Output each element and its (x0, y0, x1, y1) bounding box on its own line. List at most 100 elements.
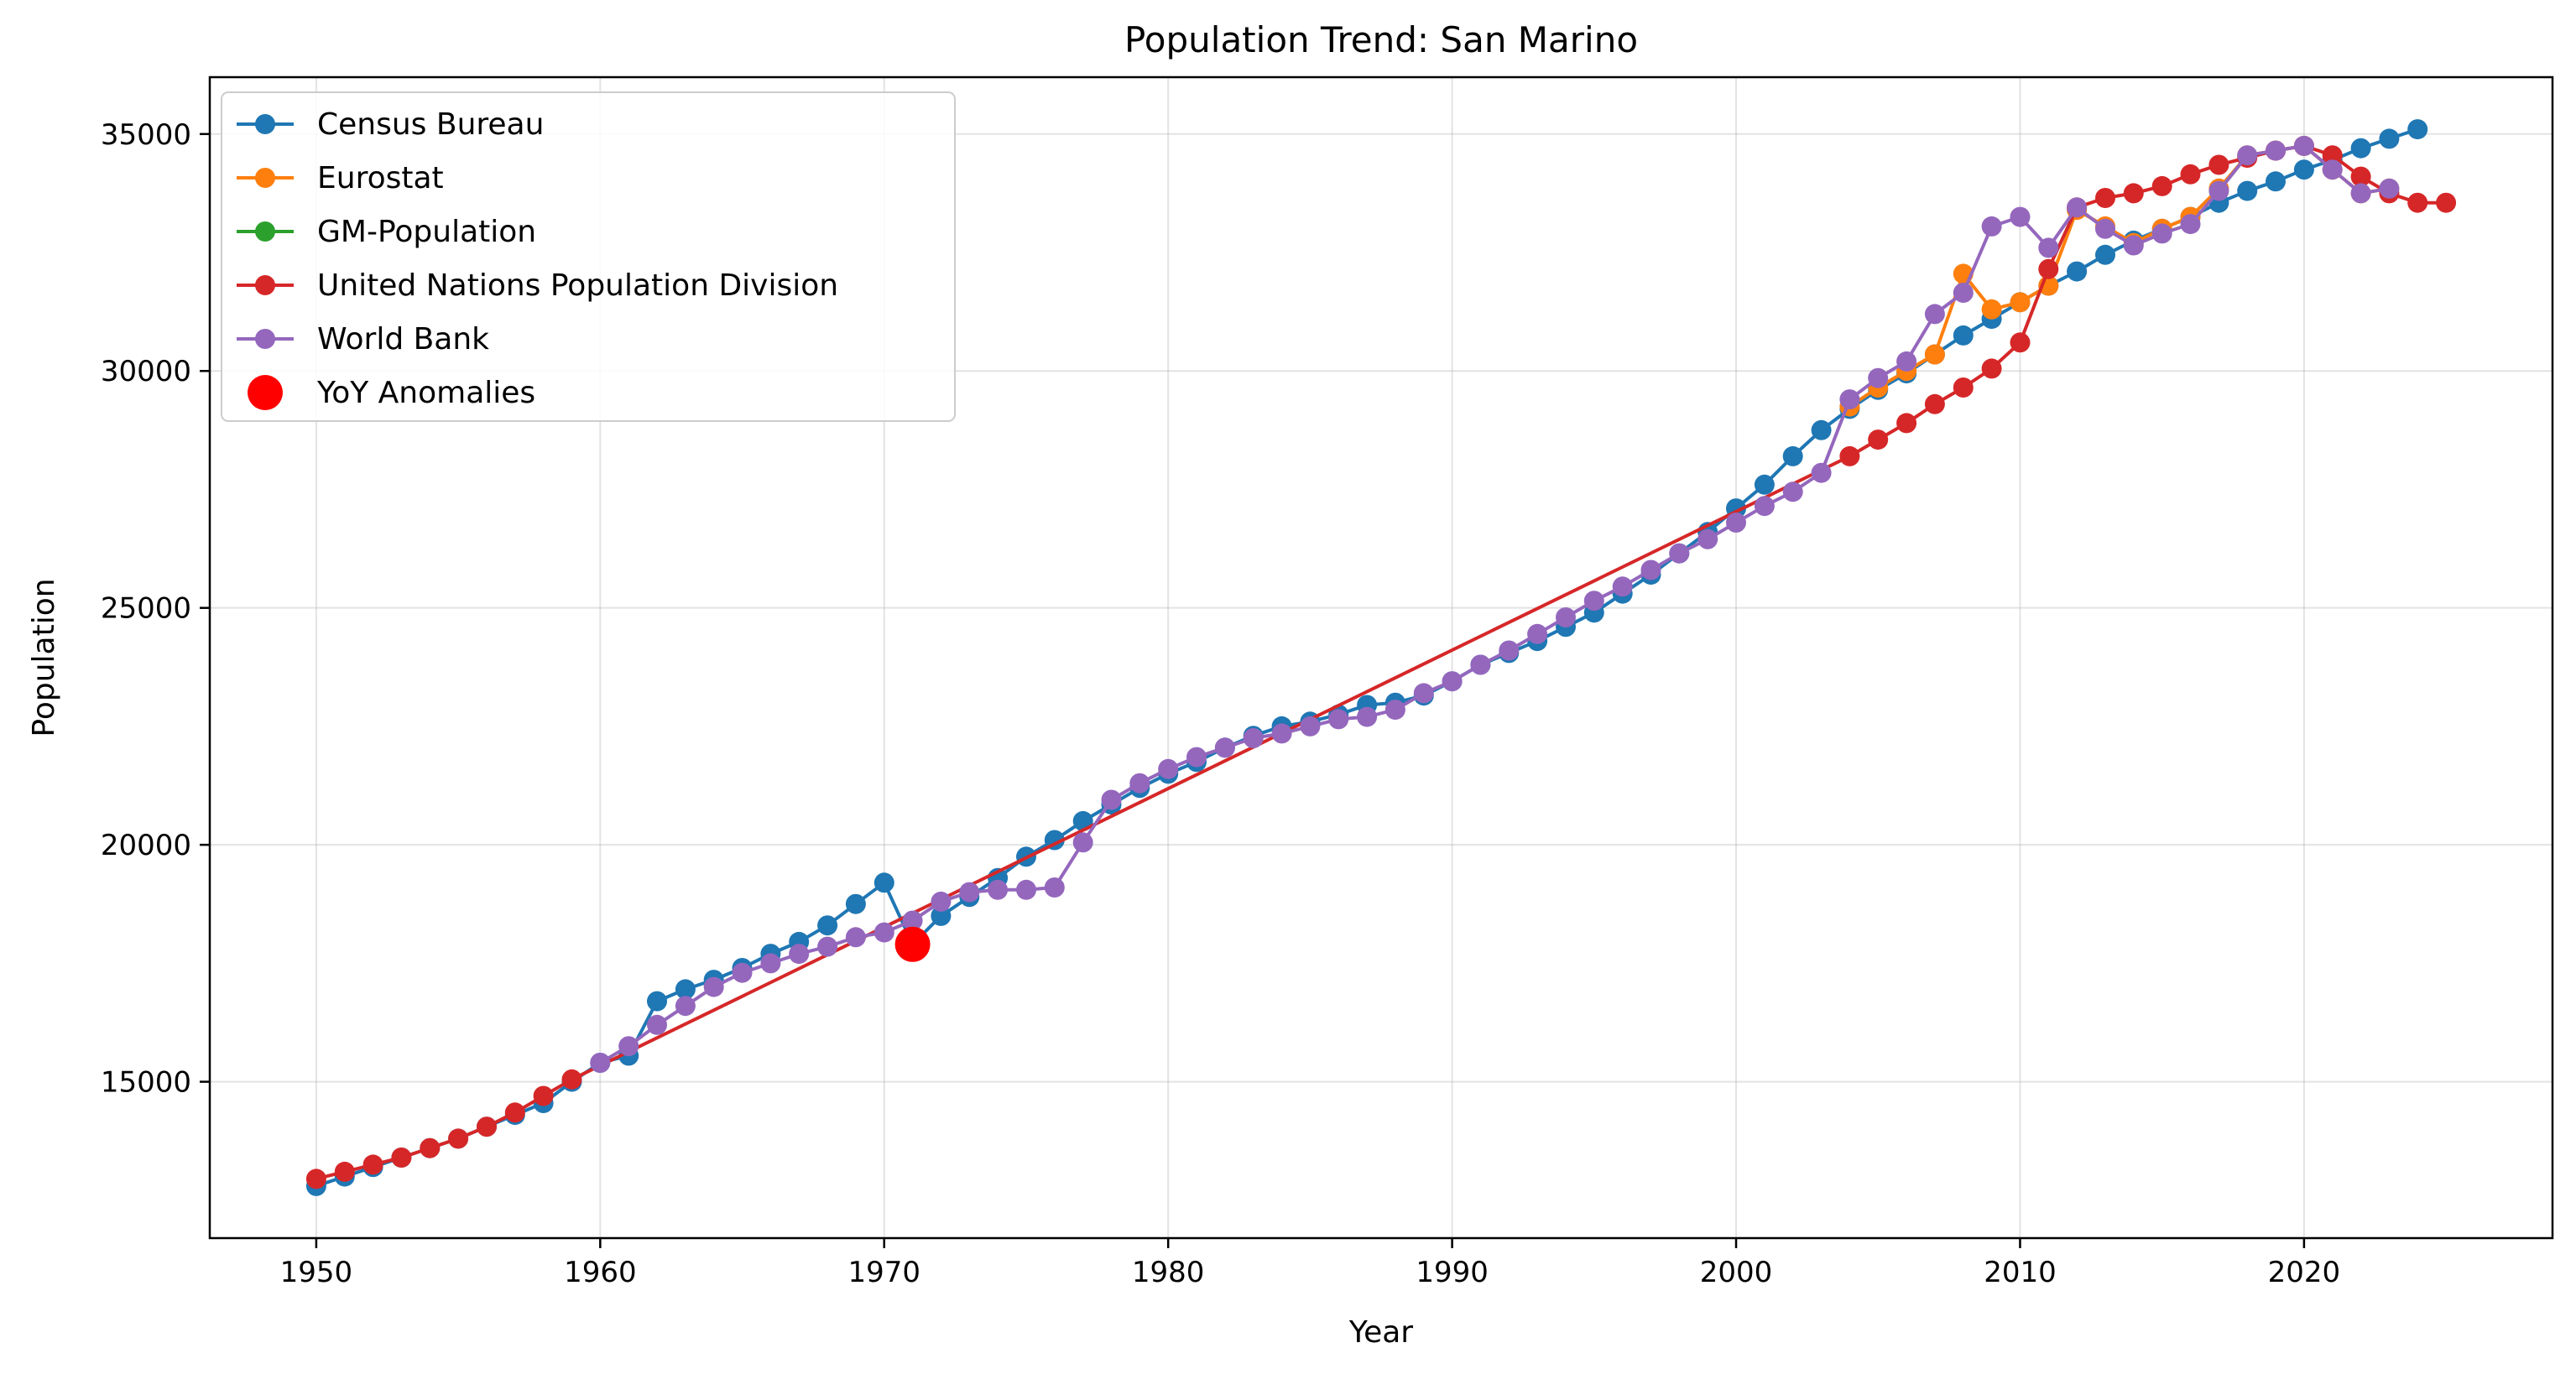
data-point (362, 1154, 383, 1175)
data-point (902, 910, 923, 931)
legend-label: YoY Anomalies (316, 376, 535, 410)
x-axis-label: Year (1348, 1315, 1413, 1350)
data-point (1782, 481, 1803, 502)
x-tick-label: 2000 (1700, 1256, 1773, 1289)
data-point (1754, 474, 1775, 495)
x-tick-label: 2010 (1984, 1256, 2057, 1289)
data-point (334, 1161, 355, 1182)
data-point (2180, 214, 2201, 235)
data-point (448, 1128, 469, 1149)
data-point (873, 872, 894, 893)
data-point (1924, 393, 1945, 414)
x-tick-label: 1980 (1132, 1256, 1205, 1289)
data-point (1726, 513, 1746, 533)
y-tick-label: 30000 (101, 355, 191, 388)
data-point (2350, 183, 2371, 204)
legend-entry: Eurostat (237, 161, 444, 195)
data-point (590, 1053, 611, 1073)
data-point (1924, 304, 1945, 325)
data-point (2208, 180, 2229, 201)
data-point (2095, 188, 2115, 208)
data-point (1612, 576, 1633, 597)
data-point (1384, 700, 1405, 721)
legend-entry: World Bank (237, 322, 489, 357)
data-point (2237, 145, 2258, 166)
data-point (675, 996, 696, 1017)
data-point (1556, 607, 1576, 627)
data-point (1896, 351, 1917, 372)
legend-entry: GM-Population (237, 215, 536, 249)
y-tick-label: 15000 (101, 1066, 191, 1100)
data-point (2237, 180, 2258, 201)
data-point (2095, 244, 2115, 265)
data-point (1896, 413, 1917, 434)
data-point (789, 944, 810, 965)
x-tick-label: 1970 (847, 1256, 920, 1289)
data-point (1669, 543, 1690, 564)
x-tick-label: 2020 (2268, 1256, 2341, 1289)
series-layer (305, 119, 2457, 1196)
data-point (2407, 119, 2428, 140)
anomaly-point (894, 926, 931, 962)
legend-box (221, 91, 956, 422)
legend-marker (255, 329, 275, 349)
data-point (2067, 261, 2088, 282)
data-point (1868, 367, 1889, 388)
data-point (1811, 419, 1832, 440)
x-tick-label: 1950 (280, 1256, 353, 1289)
data-point (817, 915, 838, 936)
data-point (1754, 496, 1775, 517)
data-point (2038, 258, 2059, 279)
legend-entry: Census Bureau (237, 107, 544, 142)
legend-label: World Bank (317, 322, 489, 357)
data-point (2322, 159, 2343, 180)
data-point (2266, 140, 2286, 161)
data-point (2010, 206, 2031, 227)
data-point (1072, 832, 1093, 853)
data-point (2095, 218, 2115, 239)
data-point (2436, 192, 2457, 213)
data-point (1811, 462, 1832, 483)
data-point (1782, 445, 1803, 466)
data-point (2123, 235, 2144, 256)
data-point (2322, 145, 2343, 166)
legend: Census Bureau Eurostat GM-Population United… (221, 91, 956, 422)
data-point (2067, 197, 2088, 218)
data-point (873, 922, 894, 943)
data-point (2407, 192, 2428, 213)
data-point (931, 891, 952, 912)
plot-frame (208, 75, 2554, 1240)
series-4 (590, 135, 2400, 1073)
x-tick-label: 1990 (1416, 1256, 1489, 1289)
data-point (1300, 716, 1321, 736)
x-axis: 1950 1960 1970 1980 1990 2000 2010 2020 (280, 1238, 2341, 1289)
data-point (2151, 175, 2172, 196)
data-point (2293, 159, 2314, 180)
data-point (1413, 683, 1434, 704)
data-point (1953, 377, 1974, 398)
data-point (1839, 445, 1860, 466)
data-point (2010, 292, 2031, 313)
chart-title: Population Trend: San Marino (1124, 19, 1638, 60)
data-point (2151, 223, 2172, 244)
y-tick-label: 20000 (101, 829, 191, 862)
legend-entry: United Nations Population Division (237, 268, 838, 303)
data-point (1158, 758, 1179, 779)
series-line (599, 143, 2390, 1064)
data-point (647, 991, 667, 1012)
data-point (2010, 332, 2031, 353)
y-tick-label: 35000 (101, 118, 191, 152)
data-point (732, 962, 753, 983)
data-point (420, 1137, 441, 1158)
data-point (2123, 183, 2144, 204)
data-point (504, 1102, 525, 1123)
legend-marker (255, 221, 275, 242)
legend-marker (255, 275, 275, 295)
y-tick-label: 25000 (101, 592, 191, 626)
data-point (1640, 559, 1661, 580)
data-point (2379, 128, 2400, 149)
data-point (1328, 709, 1349, 730)
data-point (2208, 154, 2229, 175)
legend-label: GM-Population (317, 215, 536, 249)
